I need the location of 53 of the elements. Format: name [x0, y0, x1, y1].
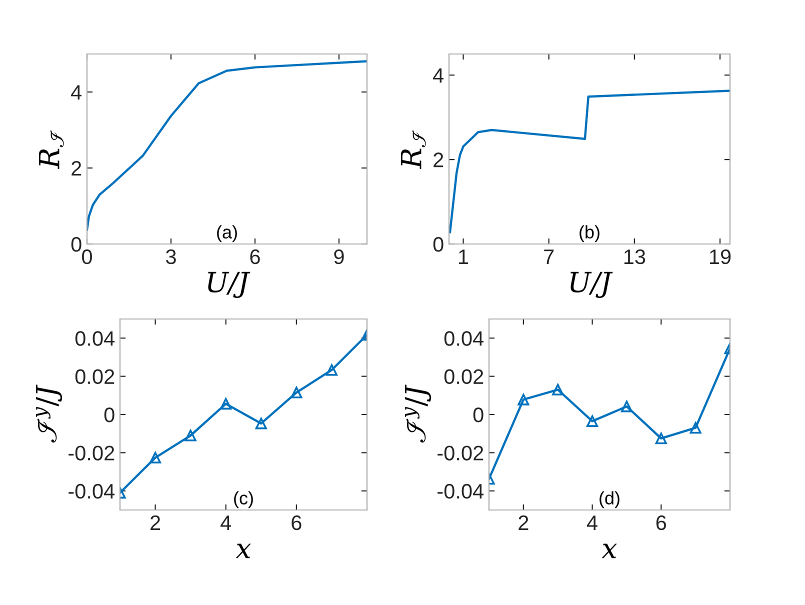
- y-axis-title: ℐ$^{y}$/J: [404, 384, 432, 443]
- y-tick-label: 0: [71, 237, 82, 252]
- x-tick-label: 13: [624, 249, 646, 264]
- x-axis-title: U/J: [208, 272, 250, 298]
- point: [655, 432, 667, 444]
- y-axis-title: ℐ$^{y}$/J: [36, 384, 62, 443]
- y-tick-label: -0.02: [438, 446, 484, 460]
- y-tick-label: -0.04: [438, 484, 484, 499]
- point: [518, 394, 530, 406]
- x-tick-label: 7: [544, 250, 554, 264]
- annotation: (a): [217, 225, 237, 242]
- x-axis-title: x: [236, 544, 251, 558]
- x-axis-title: x: [602, 544, 617, 558]
- y-axis-title: R$_{ℐ}$: [400, 130, 426, 170]
- point: [255, 418, 267, 430]
- y-tick-label: -0.04: [68, 484, 115, 499]
- x-tick-label: 6: [656, 515, 666, 530]
- y-tick-label: 0: [473, 408, 484, 422]
- annotation: (d): [600, 491, 620, 508]
- point: [150, 452, 162, 464]
- y-tick-label: 0.04: [75, 331, 115, 346]
- y-tick-label: 0.02: [444, 369, 484, 384]
- x-tick-label: 1: [459, 250, 468, 264]
- x-tick-label: 4: [586, 516, 598, 530]
- point: [184, 430, 196, 442]
- y-tick-label: 4: [433, 68, 444, 83]
- point: [290, 386, 302, 398]
- point: [552, 384, 564, 396]
- x-tick-label: 2: [150, 515, 160, 530]
- x-tick-label: 9: [334, 249, 344, 264]
- y-tick-label: -0.02: [68, 446, 114, 460]
- x-tick-label: 3: [166, 249, 176, 264]
- y-tick-label: 0.02: [75, 369, 114, 384]
- point: [586, 415, 598, 427]
- x-tick-label: 2: [518, 515, 528, 530]
- x-tick-label: 4: [220, 516, 232, 530]
- annotation: (c): [234, 491, 253, 508]
- annotation: (b): [580, 225, 600, 242]
- y-tick-label: 2: [72, 161, 82, 176]
- y-tick-label: 0: [433, 237, 444, 252]
- x-axis-title: U/J: [570, 272, 613, 298]
- x-tick-label: 19: [710, 249, 731, 264]
- x-tick-label: 6: [292, 515, 302, 530]
- y-tick-label: 0.04: [444, 331, 484, 346]
- point: [326, 364, 338, 376]
- y-axis-title: R$_{ℐ}$: [38, 130, 64, 170]
- point: [690, 422, 702, 434]
- y-tick-label: 2: [434, 152, 444, 168]
- point: [220, 398, 232, 410]
- point: [620, 400, 632, 412]
- y-tick-label: 4: [71, 85, 82, 100]
- x-tick-label: 6: [250, 249, 260, 264]
- y-tick-label: 0: [104, 408, 114, 422]
